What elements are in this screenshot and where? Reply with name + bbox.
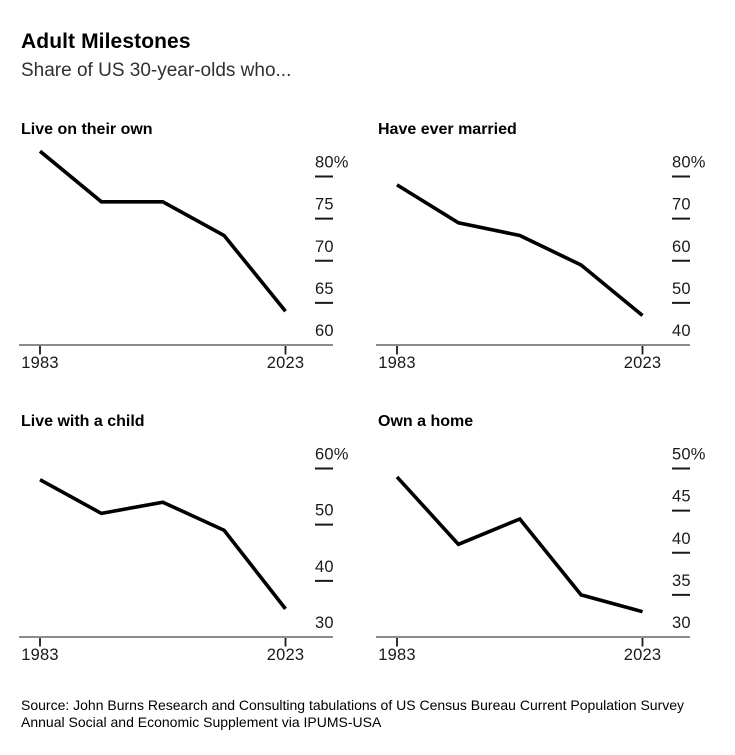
chart-panel-live-with-a-child: Live with a child 1983 2023 60% 50 40 30 — [0, 402, 378, 694]
y-tick-label: 60% — [315, 446, 349, 464]
figure-title: Adult Milestones — [21, 30, 191, 53]
line-chart: 1983 2023 60% 50 40 30 — [19, 446, 349, 664]
x-tick-label: 2023 — [267, 354, 305, 372]
chart-panel-live-on-their-own: Live on their own 1983 2023 80% 75 70 65 60 — [0, 110, 378, 402]
y-tick-label: 35 — [672, 572, 691, 590]
y-tick-label: 50 — [315, 502, 334, 520]
x-tick-label: 2023 — [624, 354, 662, 372]
chart-title: Own a home — [378, 413, 474, 430]
figure-subtitle: Share of US 30-year-olds who... — [21, 60, 292, 81]
line-chart: 1983 2023 50% 45 40 35 30 — [376, 446, 706, 664]
line-chart: 1983 2023 80% 75 70 65 60 — [19, 149, 349, 372]
y-tick-label: 80% — [672, 154, 706, 172]
x-tick-label: 1983 — [21, 354, 59, 372]
chart-title: Have ever married — [378, 121, 517, 138]
x-tick-label: 2023 — [624, 646, 662, 664]
y-tick-label: 65 — [315, 280, 334, 298]
chart-title: Live on their own — [21, 121, 153, 138]
y-tick-label: 80% — [315, 154, 349, 172]
y-tick-label: 40 — [315, 558, 334, 576]
y-axis-base-label: 30 — [315, 614, 334, 632]
y-tick-label: 60 — [672, 238, 691, 256]
data-line — [395, 475, 643, 614]
x-tick-label: 1983 — [21, 646, 59, 664]
y-tick-label: 40 — [672, 530, 691, 548]
chart-panel-have-ever-married: Have ever married 1983 2023 80% 70 60 50 40 — [357, 110, 735, 402]
data-line — [39, 478, 287, 611]
chart-panel-own-a-home: Own a home 1983 2023 50% 45 40 35 30 — [357, 402, 735, 694]
y-axis-base-label: 40 — [672, 322, 691, 340]
y-tick-label: 50% — [672, 446, 706, 464]
y-tick-label: 45 — [672, 488, 691, 506]
y-tick-label: 75 — [315, 196, 334, 214]
line-chart: 1983 2023 80% 70 60 50 40 — [376, 154, 706, 372]
y-tick-label: 70 — [315, 238, 334, 256]
data-line — [38, 149, 287, 313]
y-axis-base-label: 60 — [315, 322, 334, 340]
x-tick-label: 1983 — [378, 354, 416, 372]
source-note: Source: John Burns Research and Consulti… — [21, 697, 685, 730]
y-tick-label: 70 — [672, 196, 691, 214]
y-axis-base-label: 30 — [672, 614, 691, 632]
chart-title: Live with a child — [21, 413, 145, 430]
x-tick-label: 1983 — [378, 646, 416, 664]
x-tick-label: 2023 — [267, 646, 305, 664]
y-tick-label: 50 — [672, 280, 691, 298]
data-line — [396, 183, 644, 317]
